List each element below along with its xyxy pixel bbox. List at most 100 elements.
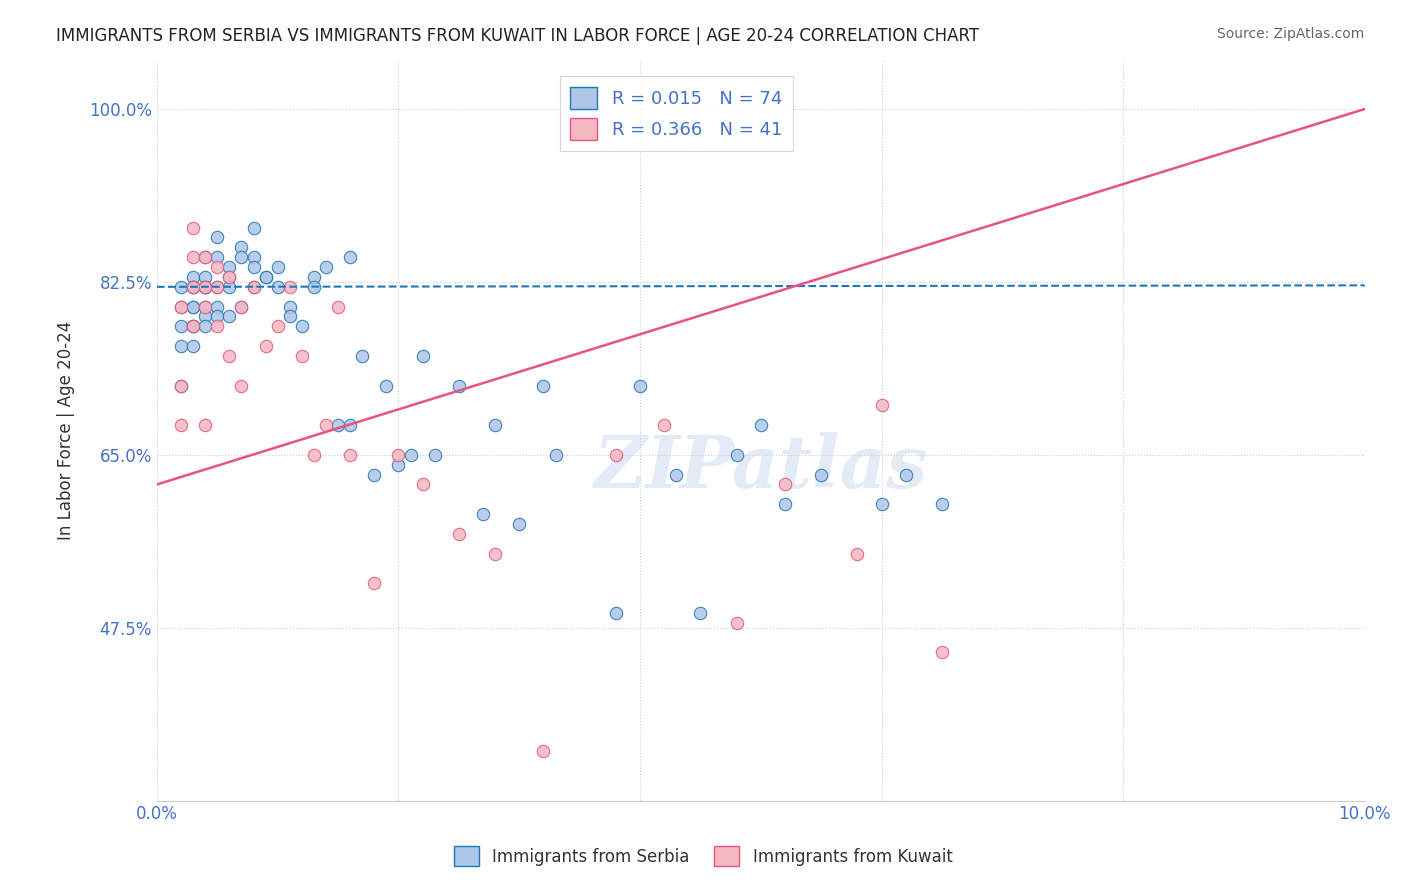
Point xyxy=(339,448,361,462)
Point xyxy=(207,280,229,294)
Point xyxy=(194,310,217,324)
Legend: R = 0.015   N = 74, R = 0.366   N = 41: R = 0.015 N = 74, R = 0.366 N = 41 xyxy=(560,76,793,151)
Point xyxy=(533,744,555,758)
Point xyxy=(170,339,193,353)
Point xyxy=(773,497,796,511)
Point xyxy=(484,547,506,561)
Point xyxy=(278,310,301,324)
Point xyxy=(302,448,325,462)
Point xyxy=(194,250,217,264)
Point xyxy=(605,606,627,620)
Point xyxy=(605,448,627,462)
Point xyxy=(181,269,204,284)
Point xyxy=(326,418,349,433)
Point xyxy=(326,300,349,314)
Point xyxy=(194,300,217,314)
Point xyxy=(181,250,204,264)
Point xyxy=(363,576,385,591)
Point xyxy=(242,220,264,235)
Point xyxy=(218,349,240,363)
Point xyxy=(544,448,567,462)
Point xyxy=(339,418,361,433)
Point xyxy=(254,269,277,284)
Y-axis label: In Labor Force | Age 20-24: In Labor Force | Age 20-24 xyxy=(58,320,75,540)
Point xyxy=(170,300,193,314)
Point xyxy=(194,280,217,294)
Point xyxy=(387,448,409,462)
Point xyxy=(218,269,240,284)
Point xyxy=(387,458,409,472)
Point xyxy=(231,300,253,314)
Point xyxy=(207,260,229,274)
Point xyxy=(725,448,748,462)
Point xyxy=(773,477,796,491)
Text: IMMIGRANTS FROM SERBIA VS IMMIGRANTS FROM KUWAIT IN LABOR FORCE | AGE 20-24 CORR: IMMIGRANTS FROM SERBIA VS IMMIGRANTS FRO… xyxy=(56,27,980,45)
Point xyxy=(181,339,204,353)
Point xyxy=(447,378,470,392)
Point xyxy=(291,349,314,363)
Point xyxy=(242,260,264,274)
Point xyxy=(231,240,253,254)
Point xyxy=(218,310,240,324)
Point xyxy=(267,260,290,274)
Point xyxy=(170,378,193,392)
Text: Source: ZipAtlas.com: Source: ZipAtlas.com xyxy=(1216,27,1364,41)
Point xyxy=(181,300,204,314)
Point xyxy=(870,497,893,511)
Point xyxy=(931,497,953,511)
Point xyxy=(194,250,217,264)
Point xyxy=(181,300,204,314)
Point xyxy=(181,280,204,294)
Point xyxy=(181,319,204,334)
Point xyxy=(412,349,434,363)
Point xyxy=(352,349,374,363)
Point xyxy=(170,319,193,334)
Point xyxy=(894,467,917,482)
Point xyxy=(231,378,253,392)
Point xyxy=(447,526,470,541)
Point xyxy=(218,260,240,274)
Point xyxy=(810,467,832,482)
Point xyxy=(339,250,361,264)
Point xyxy=(689,606,711,620)
Point xyxy=(231,250,253,264)
Point xyxy=(533,378,555,392)
Text: ZIPatlas: ZIPatlas xyxy=(593,432,928,503)
Point xyxy=(207,310,229,324)
Point xyxy=(242,280,264,294)
Point xyxy=(170,378,193,392)
Point xyxy=(484,418,506,433)
Point xyxy=(207,300,229,314)
Point xyxy=(278,300,301,314)
Point xyxy=(870,398,893,412)
Point xyxy=(207,280,229,294)
Point xyxy=(399,448,422,462)
Point xyxy=(423,448,446,462)
Point xyxy=(242,250,264,264)
Point xyxy=(170,280,193,294)
Point xyxy=(315,418,337,433)
Point xyxy=(278,280,301,294)
Point xyxy=(194,319,217,334)
Point xyxy=(749,418,772,433)
Point xyxy=(931,645,953,659)
Point xyxy=(218,280,240,294)
Point xyxy=(194,300,217,314)
Point xyxy=(267,280,290,294)
Point xyxy=(254,269,277,284)
Legend: Immigrants from Serbia, Immigrants from Kuwait: Immigrants from Serbia, Immigrants from … xyxy=(446,838,960,875)
Point xyxy=(267,319,290,334)
Point xyxy=(291,319,314,334)
Point xyxy=(207,230,229,244)
Point xyxy=(472,507,495,521)
Point xyxy=(231,300,253,314)
Point xyxy=(207,250,229,264)
Point xyxy=(181,319,204,334)
Point xyxy=(665,467,688,482)
Point xyxy=(181,280,204,294)
Point xyxy=(194,269,217,284)
Point xyxy=(170,300,193,314)
Point xyxy=(242,280,264,294)
Point xyxy=(170,418,193,433)
Point xyxy=(207,319,229,334)
